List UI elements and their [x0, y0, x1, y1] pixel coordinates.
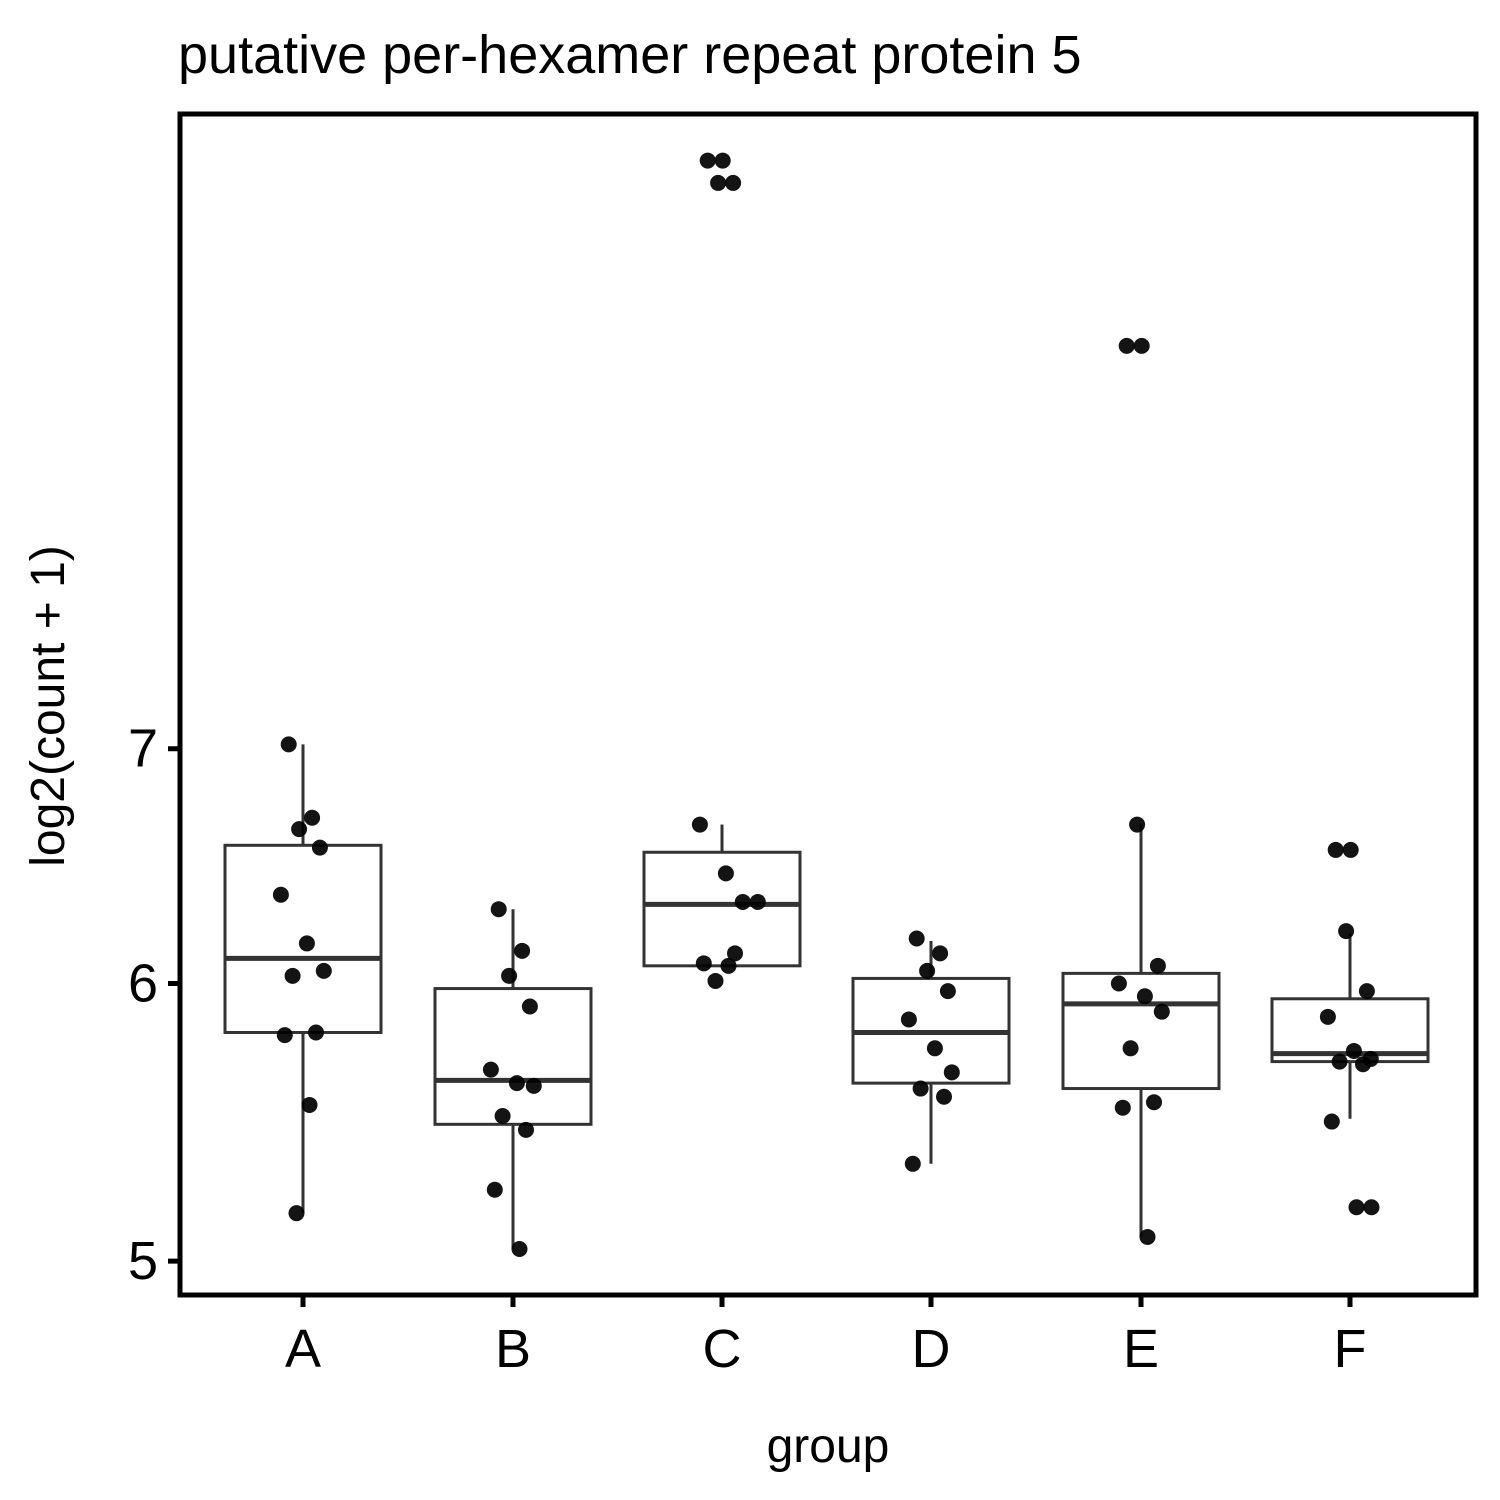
data-point — [1345, 1042, 1362, 1059]
data-point — [714, 152, 731, 169]
x-tick-label: C — [703, 1319, 742, 1379]
points-group-b — [482, 901, 542, 1257]
data-point — [501, 967, 518, 984]
data-point — [936, 1088, 952, 1105]
box-group-b — [433, 909, 593, 1249]
data-point — [1149, 957, 1166, 974]
data-point — [1348, 1199, 1365, 1216]
box-iqr — [433, 987, 593, 1126]
data-point — [511, 1240, 528, 1257]
points-group-c — [691, 152, 766, 989]
data-point — [1323, 1113, 1340, 1130]
data-point — [514, 942, 531, 959]
box-group-c — [642, 824, 802, 968]
data-point — [525, 1077, 542, 1094]
data-point — [710, 174, 727, 191]
data-point — [284, 967, 301, 984]
y-tick-label: 5 — [128, 1231, 158, 1291]
data-point — [908, 930, 925, 947]
data-point — [1342, 841, 1359, 858]
data-point — [912, 1080, 929, 1097]
data-point — [1331, 1053, 1348, 1070]
data-point — [1139, 1228, 1156, 1245]
data-point — [276, 1027, 293, 1044]
data-point — [1358, 983, 1375, 1000]
x-axis-label: group — [767, 1420, 890, 1473]
data-point — [482, 1061, 499, 1078]
data-point — [521, 998, 538, 1015]
points-group-a — [272, 736, 332, 1222]
data-point — [695, 955, 712, 972]
data-point — [1118, 337, 1135, 354]
data-point — [900, 1011, 917, 1028]
data-point — [494, 1107, 511, 1124]
data-point — [919, 962, 936, 979]
data-point — [288, 1205, 305, 1222]
box-group-e — [1061, 824, 1221, 1237]
data-point — [508, 1075, 525, 1092]
data-point — [1133, 337, 1150, 354]
data-point — [1355, 1056, 1371, 1073]
data-point — [311, 839, 328, 856]
points-group-f — [1319, 841, 1380, 1216]
data-point — [939, 983, 956, 1000]
data-point — [734, 893, 751, 910]
data-point — [1110, 975, 1127, 992]
x-tick-label: F — [1334, 1319, 1367, 1379]
data-point — [727, 945, 743, 962]
data-point — [301, 1096, 318, 1113]
box-group-d — [851, 940, 1011, 1164]
data-point — [1327, 841, 1344, 858]
data-point — [943, 1064, 960, 1081]
data-point — [904, 1155, 921, 1172]
y-tick-label: 7 — [128, 719, 158, 779]
box-group-a — [223, 744, 383, 1214]
data-point — [717, 865, 734, 882]
data-point — [1129, 816, 1146, 833]
data-point — [699, 152, 716, 169]
data-point — [1136, 988, 1153, 1005]
box-group-f — [1270, 933, 1430, 1119]
chart-title: putative per-hexamer repeat protein 5 — [178, 25, 1082, 85]
data-point — [304, 809, 321, 826]
x-tick-label: B — [495, 1319, 531, 1379]
data-point — [490, 901, 507, 918]
data-point — [272, 886, 289, 903]
y-axis-label: log2(count + 1) — [22, 545, 75, 867]
data-point — [1363, 1199, 1380, 1216]
axes: 5 6 7 A B C D E F — [128, 719, 1367, 1379]
data-point — [518, 1121, 534, 1138]
points-group-d — [900, 930, 960, 1172]
data-point — [1114, 1099, 1131, 1116]
data-point — [1146, 1094, 1162, 1111]
data-point — [298, 935, 315, 952]
data-point — [725, 174, 742, 191]
data-point — [308, 1024, 324, 1041]
data-point — [720, 957, 737, 974]
plot-panel-border — [177, 111, 1479, 1298]
y-tick-label: 6 — [128, 953, 158, 1013]
x-tick-label: D — [912, 1319, 951, 1379]
data-point — [749, 893, 766, 910]
data-point — [1338, 923, 1355, 940]
data-point — [280, 736, 297, 753]
plot-area — [223, 152, 1430, 1257]
data-point — [707, 972, 724, 989]
data-point — [1153, 1003, 1170, 1020]
data-point — [691, 816, 708, 833]
points-group-e — [1110, 337, 1170, 1245]
x-tick-label: A — [285, 1319, 321, 1379]
x-tick-label: E — [1123, 1319, 1159, 1379]
data-point — [932, 945, 949, 962]
data-point — [1319, 1008, 1336, 1025]
data-point — [1122, 1040, 1139, 1057]
data-point — [315, 962, 332, 979]
data-point — [486, 1181, 503, 1198]
data-point — [291, 821, 308, 838]
data-point — [926, 1040, 943, 1057]
